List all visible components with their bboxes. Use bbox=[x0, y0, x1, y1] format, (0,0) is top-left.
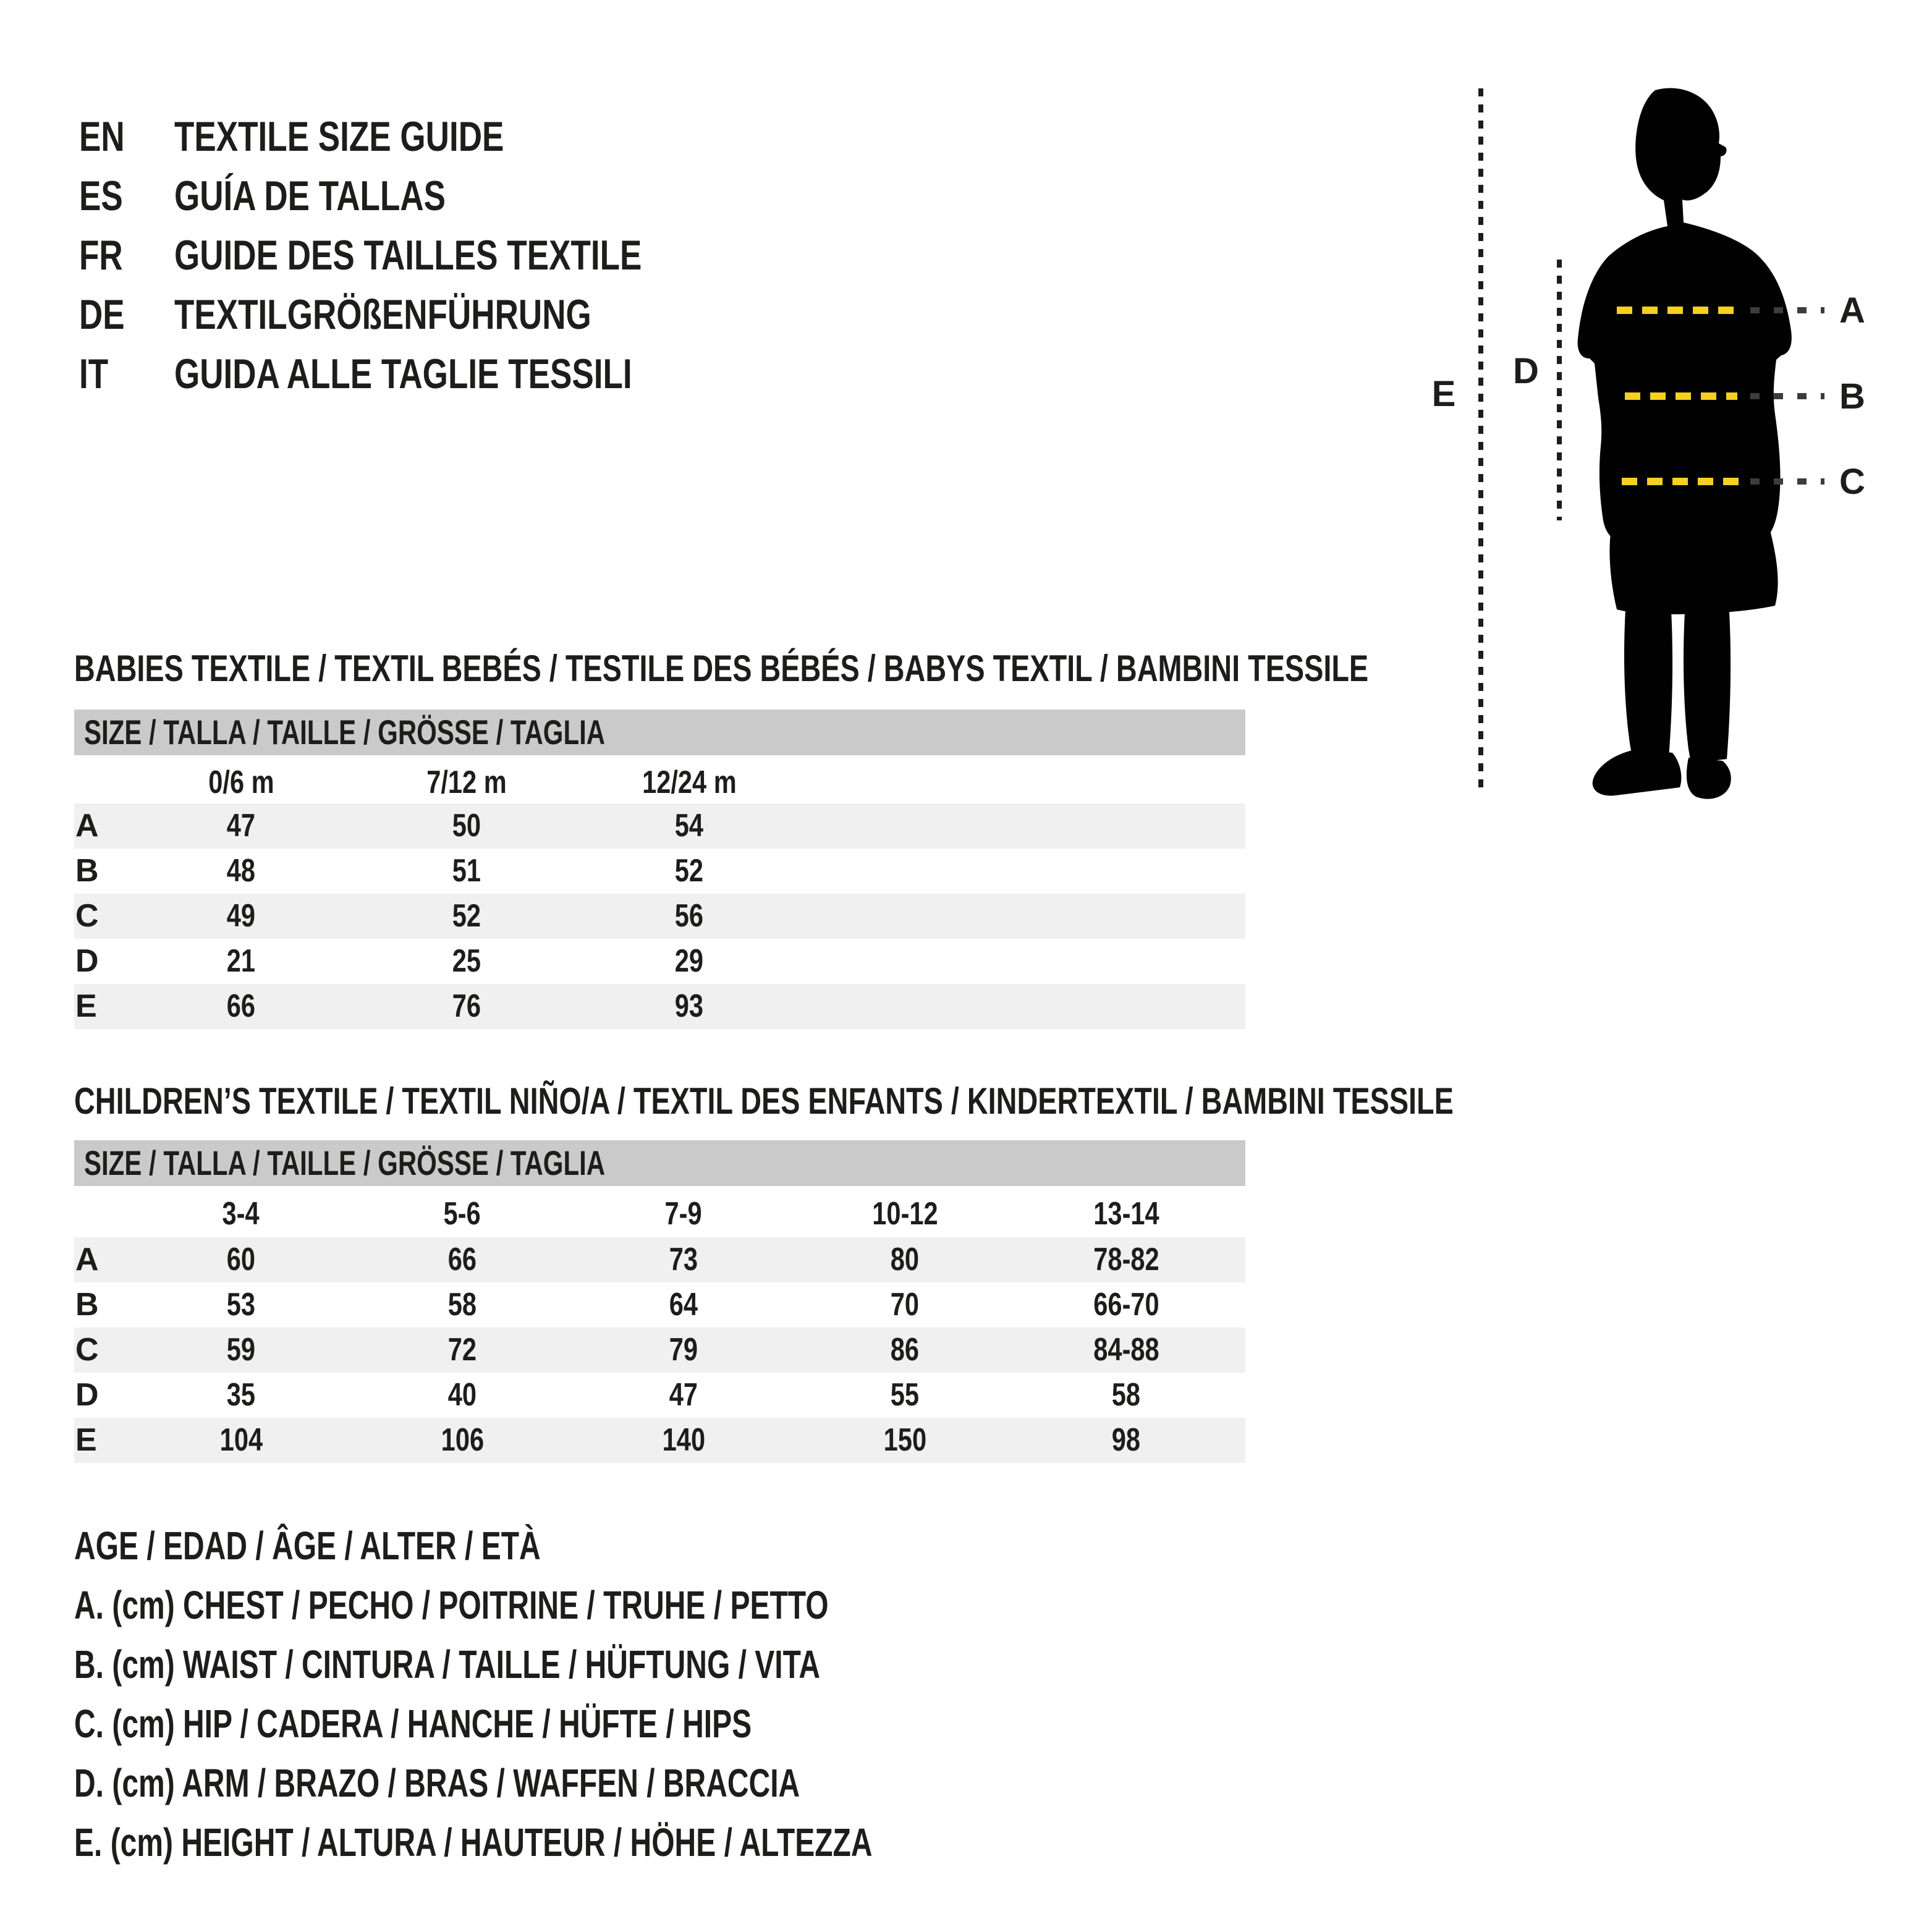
children-heading: CHILDREN’S TEXTILE / TEXTIL NIÑO/A / TEX… bbox=[74, 1080, 1454, 1122]
row-letter: A bbox=[75, 808, 99, 844]
babies-column-header: 12/24 m bbox=[642, 765, 737, 800]
table-cell: 29 bbox=[674, 943, 704, 979]
table-cell: 47 bbox=[226, 808, 256, 844]
children-column-header: 10-12 bbox=[871, 1196, 938, 1232]
table-cell: 47 bbox=[669, 1377, 698, 1413]
language-title: TEXTILE SIZE GUIDE bbox=[174, 113, 504, 160]
children-column-header: 3-4 bbox=[222, 1196, 260, 1232]
height-marker-label: E bbox=[1432, 374, 1456, 414]
child-left-shoe bbox=[1592, 749, 1682, 796]
table-cell: 60 bbox=[226, 1242, 256, 1277]
table-cell: 150 bbox=[883, 1422, 926, 1458]
table-cell: 78-82 bbox=[1093, 1242, 1159, 1277]
legend-line-waist: B. (cm) WAIST / CINTURA / TAILLE / HÜFTU… bbox=[74, 1642, 821, 1687]
hip-marker-label: C bbox=[1839, 462, 1865, 502]
row-letter: E bbox=[75, 1422, 97, 1458]
child-left-leg bbox=[1624, 609, 1673, 761]
language-code: DE bbox=[79, 291, 125, 338]
legend-line-arm: D. (cm) ARM / BRAZO / BRAS / WAFFEN / BR… bbox=[74, 1761, 800, 1805]
table-cell: 93 bbox=[674, 988, 704, 1024]
table-cell: 52 bbox=[674, 853, 704, 889]
table-cell: 64 bbox=[669, 1287, 698, 1323]
legend-line-height: E. (cm) HEIGHT / ALTURA / HAUTEUR / HÖHE… bbox=[74, 1820, 873, 1865]
table-row-stripe bbox=[74, 984, 1245, 1029]
language-code: IT bbox=[79, 350, 109, 397]
legend-line-chest: A. (cm) CHEST / PECHO / POITRINE / TRUHE… bbox=[74, 1583, 829, 1627]
size-figure: A B C D E bbox=[1432, 88, 1865, 799]
table-cell: 51 bbox=[452, 853, 481, 889]
table-cell: 21 bbox=[226, 943, 256, 979]
table-cell: 52 bbox=[452, 898, 481, 934]
table-cell: 50 bbox=[452, 808, 481, 844]
table-cell: 70 bbox=[890, 1287, 920, 1323]
table-row-stripe bbox=[74, 803, 1245, 849]
row-letter: D bbox=[75, 943, 99, 979]
table-cell: 40 bbox=[447, 1377, 477, 1413]
language-code: ES bbox=[79, 172, 123, 219]
row-letter: B bbox=[75, 853, 99, 889]
table-row-stripe bbox=[74, 894, 1245, 939]
table-cell: 55 bbox=[890, 1377, 920, 1413]
babies-column-header: 0/6 m bbox=[208, 765, 274, 800]
child-silhouette bbox=[1577, 88, 1792, 799]
table-cell: 53 bbox=[226, 1287, 256, 1323]
row-letter: B bbox=[75, 1287, 99, 1323]
row-letter: C bbox=[75, 1332, 99, 1368]
child-shorts bbox=[1609, 530, 1778, 614]
table-cell: 56 bbox=[674, 898, 704, 934]
table-cell: 72 bbox=[447, 1332, 477, 1368]
language-title: GUIDE DES TAILLES TEXTILE bbox=[174, 232, 642, 279]
legend-line-hip: C. (cm) HIP / CADERA / HANCHE / HÜFTE / … bbox=[74, 1701, 752, 1746]
table-cell: 25 bbox=[452, 943, 481, 979]
children-column-header: 13-14 bbox=[1093, 1196, 1159, 1232]
table-cell: 98 bbox=[1111, 1422, 1141, 1458]
table-cell: 49 bbox=[226, 898, 256, 934]
table-cell: 84-88 bbox=[1093, 1332, 1159, 1368]
child-right-leg bbox=[1684, 612, 1731, 763]
table-cell: 73 bbox=[669, 1242, 698, 1277]
chest-marker-label: A bbox=[1839, 290, 1865, 331]
row-letter: C bbox=[75, 898, 99, 934]
child-body bbox=[1577, 88, 1792, 549]
table-cell: 80 bbox=[890, 1242, 920, 1277]
language-title: GUIDA ALLE TAGLIE TESSILI bbox=[174, 350, 632, 397]
table-cell: 76 bbox=[452, 988, 481, 1024]
children-column-header: 7-9 bbox=[664, 1196, 703, 1232]
legend-line-age: AGE / EDAD / ÂGE / ALTER / ETÀ bbox=[74, 1523, 541, 1568]
language-title: GUÍA DE TALLAS bbox=[174, 172, 446, 219]
table-row-stripe bbox=[74, 1418, 1245, 1463]
table-cell: 66-70 bbox=[1093, 1287, 1159, 1323]
row-letter: E bbox=[75, 988, 97, 1024]
waist-marker-label: B bbox=[1839, 376, 1865, 417]
children-size-bar: SIZE / TALLA / TAILLE / GRÖSSE / TAGLIA bbox=[74, 1140, 1245, 1186]
table-cell: 106 bbox=[441, 1422, 484, 1458]
babies-column-header: 7/12 m bbox=[426, 765, 507, 800]
language-code: EN bbox=[79, 113, 125, 160]
children-column-header: 5-6 bbox=[443, 1196, 481, 1232]
table-cell: 58 bbox=[1111, 1377, 1141, 1413]
table-cell: 58 bbox=[447, 1287, 477, 1323]
table-cell: 66 bbox=[226, 988, 256, 1024]
table-cell: 54 bbox=[674, 808, 704, 844]
table-cell: 79 bbox=[669, 1332, 698, 1368]
table-cell: 48 bbox=[226, 853, 256, 889]
row-letter: A bbox=[75, 1242, 99, 1277]
language-code: FR bbox=[79, 232, 123, 279]
table-cell: 140 bbox=[662, 1422, 705, 1458]
table-cell: 86 bbox=[890, 1332, 920, 1368]
arm-marker-label: D bbox=[1513, 351, 1539, 391]
babies-size-bar: SIZE / TALLA / TAILLE / GRÖSSE / TAGLIA bbox=[74, 710, 1245, 755]
table-row-stripe bbox=[74, 1328, 1245, 1373]
language-title: TEXTILGRÖßENFÜHRUNG bbox=[174, 291, 591, 338]
table-row-stripe bbox=[74, 1237, 1245, 1282]
table-cell: 59 bbox=[226, 1332, 256, 1368]
table-cell: 35 bbox=[226, 1377, 256, 1413]
table-cell: 66 bbox=[447, 1242, 477, 1277]
child-right-shoe bbox=[1686, 758, 1731, 799]
babies-heading: BABIES TEXTILE / TEXTIL BEBÉS / TESTILE … bbox=[74, 648, 1369, 689]
table-cell: 104 bbox=[219, 1422, 263, 1458]
row-letter: D bbox=[75, 1377, 99, 1413]
